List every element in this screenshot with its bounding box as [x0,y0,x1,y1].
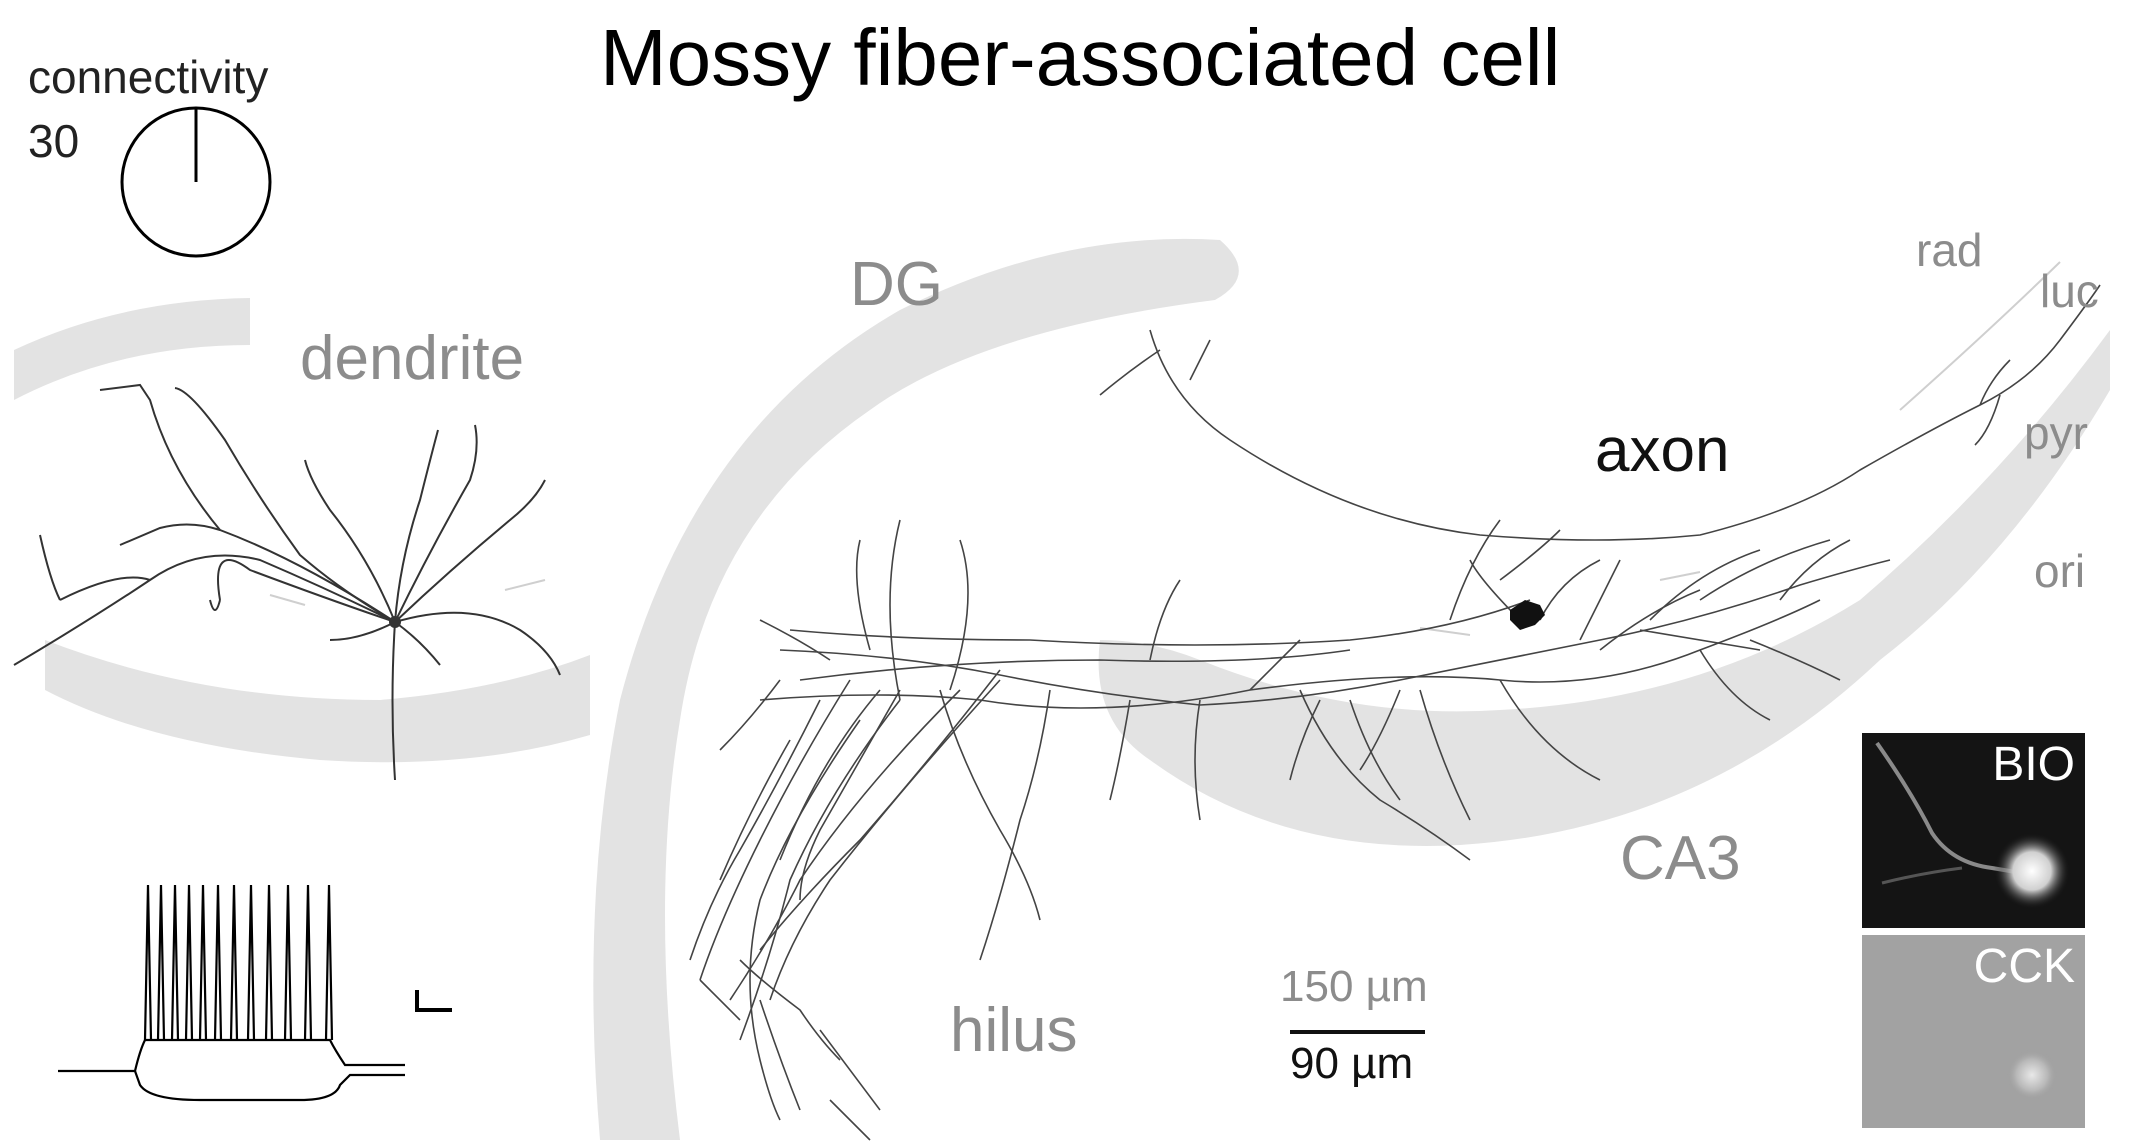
micrograph-bio-label: BIO [1992,738,2075,791]
dg-arc [593,238,1239,1140]
left-lower-band [45,640,590,763]
stub-line-2 [504,579,546,591]
layer-rad-label: rad [1916,224,1983,276]
stub-line-1 [269,594,306,606]
layer-luc-label: luc [2040,265,2099,317]
dendrite-label: dendrite [300,324,525,393]
layer-ori-label: ori [2034,545,2086,597]
axon-tree [689,284,2101,1141]
ca3-band [1098,330,2110,846]
region-shapes [14,238,2110,1140]
dendrite-soma [389,616,401,628]
scale-bar-bottom-label: 90 µm [1290,1039,1414,1088]
scale-bar-top-label: 150 µm [1280,962,1428,1011]
axon-soma [1510,600,1545,630]
figure-title: Mossy fiber-associated cell [600,13,1561,102]
micrograph-bio: BIO [1862,733,2085,928]
dg-label: DG [850,250,943,319]
micrograph-cck: CCK [1862,935,2085,1128]
connectivity-label: connectivity [28,51,269,103]
micrograph-cck-label: CCK [1973,940,2075,993]
ca3-label: CA3 [1620,824,1741,893]
connectivity-value: 30 [28,115,80,167]
stub-line-4 [1659,571,1701,581]
scale-bar-line [1290,1030,1425,1034]
left-upper-band [14,298,250,400]
axon-label: axon [1595,416,1730,485]
layer-pyr-label: pyr [2024,407,2088,459]
connectivity-pie [120,106,272,258]
rad-luc-boundary [1899,261,2061,411]
hilus-label: hilus [950,996,1078,1065]
